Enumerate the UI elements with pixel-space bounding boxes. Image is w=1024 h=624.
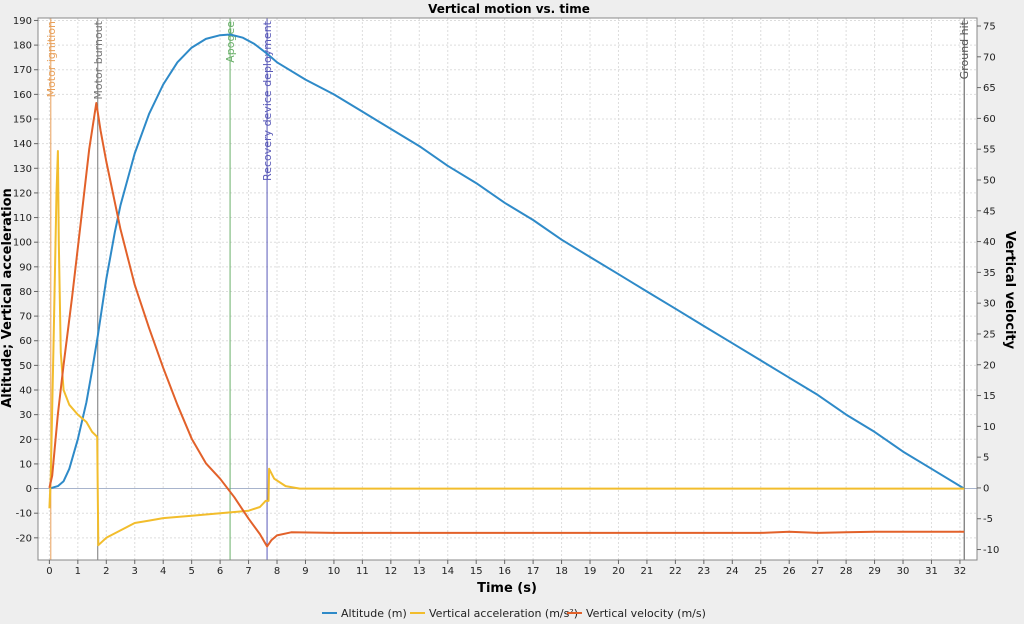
event-label: Motor ignition	[45, 21, 58, 97]
y-right-tick-label: 60	[983, 114, 996, 125]
x-tick-label: 14	[441, 566, 454, 577]
y-right-tick-label: 40	[983, 237, 996, 248]
x-tick-label: 24	[726, 566, 739, 577]
y-left-tick-label: 80	[19, 287, 32, 298]
y-left-tick-label: 190	[13, 16, 32, 27]
x-tick-label: 25	[754, 566, 767, 577]
x-tick-label: 15	[470, 566, 483, 577]
y-left-tick-label: 90	[19, 262, 32, 273]
plot-area	[38, 18, 977, 560]
y-left-tick-label: 170	[13, 65, 32, 76]
x-tick-label: 21	[641, 566, 654, 577]
y-right-tick-label: 55	[983, 145, 996, 156]
x-tick-label: 19	[584, 566, 597, 577]
x-tick-label: 20	[612, 566, 625, 577]
y-axis-right-title: Vertical velocity	[1002, 231, 1017, 350]
x-tick-label: 26	[783, 566, 796, 577]
x-tick-label: 32	[954, 566, 967, 577]
x-tick-label: 9	[302, 566, 308, 577]
plot-frame	[37, 17, 978, 561]
y-right-tick-label: 50	[983, 175, 996, 186]
chart-title: Vertical motion vs. time	[428, 2, 590, 16]
legend-label: Altitude (m)	[341, 607, 407, 620]
x-tick-label: 3	[132, 566, 138, 577]
x-tick-label: 27	[811, 566, 824, 577]
y-right-tick-label: 75	[983, 22, 996, 33]
y-left-tick-label: 70	[19, 312, 32, 323]
y-right-tick-label: 30	[983, 299, 996, 310]
x-tick-label: 28	[840, 566, 853, 577]
x-tick-label: 18	[555, 566, 568, 577]
x-tick-label: 8	[274, 566, 280, 577]
x-tick-label: 22	[669, 566, 682, 577]
y-left-tick-label: 120	[13, 188, 32, 199]
series-line	[48, 102, 965, 548]
y-left-tick-label: 10	[19, 459, 32, 470]
x-tick-label: 7	[245, 566, 251, 577]
x-tick-label: 12	[384, 566, 397, 577]
y-left-tick-label: 160	[13, 90, 32, 101]
x-tick-label: 23	[697, 566, 710, 577]
x-tick-label: 31	[925, 566, 938, 577]
x-tick-label: 6	[217, 566, 223, 577]
y-right-tick-label: 35	[983, 268, 996, 279]
y-right-tick-label: 70	[983, 52, 996, 63]
y-right-tick-label: 5	[983, 453, 989, 464]
x-axis-title: Time (s)	[477, 581, 537, 596]
x-tick-label: 2	[103, 566, 109, 577]
y-right-tick-label: -5	[983, 514, 993, 525]
y-left-tick-label: 180	[13, 41, 32, 52]
series-line	[49, 33, 965, 490]
event-label: Recovery device deployment	[261, 20, 274, 181]
y-left-tick-label: 150	[13, 115, 32, 126]
legend: Altitude (m) Vertical acceleration (m/s²)…	[322, 607, 706, 620]
y-right-tick-label: -10	[983, 545, 999, 556]
series-lines	[48, 33, 965, 548]
event-label: Apogee	[224, 21, 237, 63]
y-right-tick-label: 20	[983, 360, 996, 371]
y-left-tick-label: 20	[19, 435, 32, 446]
y-right-tick-label: 45	[983, 206, 996, 217]
y-left-tick-label: 110	[13, 213, 32, 224]
x-tick-label: 30	[897, 566, 910, 577]
y-left-tick-label: 60	[19, 336, 32, 347]
y-left-tick-label: 40	[19, 386, 32, 397]
y-right-tick-label: 15	[983, 391, 996, 402]
x-tick-label: 11	[356, 566, 369, 577]
x-tick-label: 0	[46, 566, 52, 577]
legend-label: Vertical velocity (m/s)	[586, 607, 706, 620]
x-tick-label: 1	[75, 566, 81, 577]
y-left-tick-label: 50	[19, 361, 32, 372]
event-label: Motor burnout	[92, 20, 105, 99]
x-tick-label: 16	[498, 566, 511, 577]
y-right-tick-label: 65	[983, 83, 996, 94]
x-tick-label: 5	[188, 566, 194, 577]
x-tick-label: 17	[527, 566, 540, 577]
y-right-tick-label: 10	[983, 422, 996, 433]
y-right-tick-label: 25	[983, 329, 996, 340]
event-label: Ground hit	[958, 20, 971, 79]
y-right-tick-label: 0	[983, 483, 989, 494]
y-left-tick-label: 100	[13, 238, 32, 249]
legend-label: Vertical acceleration (m/s²)	[429, 607, 578, 620]
x-tick-label: 13	[413, 566, 426, 577]
y-left-tick-label: -20	[16, 533, 32, 544]
x-tick-label: 10	[328, 566, 341, 577]
x-tick-label: 29	[868, 566, 881, 577]
y-left-tick-label: 140	[13, 139, 32, 150]
y-left-tick-label: -10	[16, 509, 32, 520]
y-left-tick-label: 30	[19, 410, 32, 421]
y-axis-left-title: Altitude; Vertical acceleration	[0, 188, 15, 408]
y-left-tick-label: 0	[26, 484, 32, 495]
series-line	[48, 150, 965, 547]
y-left-tick-label: 130	[13, 164, 32, 175]
x-tick-label: 4	[160, 566, 166, 577]
